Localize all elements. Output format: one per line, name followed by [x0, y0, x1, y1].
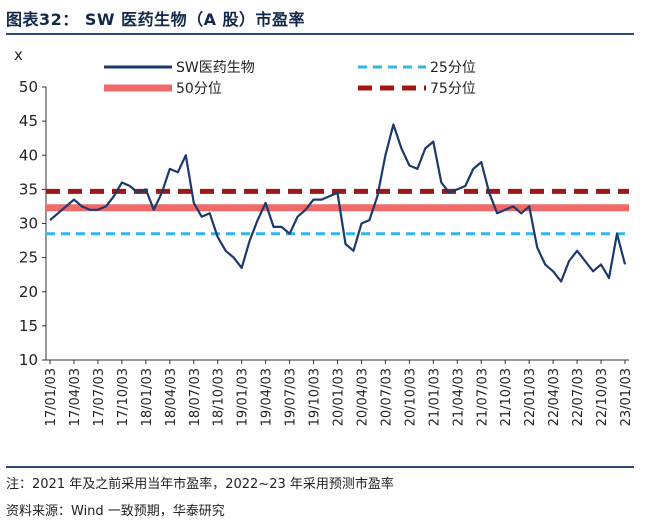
x-tick-label: 20/01/03: [332, 368, 347, 426]
x-axis: 17/01/03 17/04/03 17/07/03 17/10/03 18/01/03…: [44, 359, 634, 426]
figure-title: 图表32： SW 医药生物（A 股）市盈率: [6, 10, 306, 29]
sw-pharma-line: [49, 123, 627, 283]
x-tick-label: 17/07/03: [92, 368, 107, 426]
x-tick-label: 19/01/03: [236, 368, 251, 426]
x-tick-label: 19/04/03: [260, 368, 275, 426]
x-tick-label: 18/07/03: [188, 368, 203, 426]
top-rule: [6, 33, 634, 35]
y-axis: 10 15 20 25 30 35 40 45 50: [19, 78, 47, 369]
source-note: 资料来源：Wind 一致预期，华泰研究: [6, 504, 225, 519]
legend-sw-pharma-label: SW医药生物: [176, 60, 255, 76]
x-tick-label: 23/01/03: [619, 368, 634, 426]
x-tick-label: 17/10/03: [116, 368, 131, 426]
legend: SW医药生物 25分位 50分位 75分位: [104, 60, 476, 97]
y-tick-label: 40: [19, 146, 38, 164]
legend-p75-label: 75分位: [430, 81, 476, 97]
footnote: 注：2021 年及之前采用当年市盈率，2022~23 年采用预测市盈率: [6, 477, 394, 492]
x-tick-label: 18/10/03: [212, 368, 227, 426]
y-tick-label: 25: [19, 249, 38, 267]
bottom-rule: [6, 466, 634, 468]
x-tick-label: 17/04/03: [68, 368, 83, 426]
y-tick-label: 35: [19, 180, 38, 198]
x-tick-label: 20/04/03: [355, 368, 370, 426]
x-tick-label: 22/04/03: [547, 368, 562, 426]
x-tick-label: 18/01/03: [140, 368, 155, 426]
x-tick-label: 20/10/03: [403, 368, 418, 426]
y-tick-label: 10: [19, 351, 38, 369]
legend-p25-label: 25分位: [430, 60, 476, 76]
x-tick-label: 22/01/03: [523, 368, 538, 426]
x-tick-label: 20/07/03: [379, 368, 394, 426]
y-tick-label: 45: [19, 112, 38, 130]
x-tick-label: 21/07/03: [475, 368, 490, 426]
x-tick-label: 22/07/03: [571, 368, 586, 426]
x-tick-label: 18/04/03: [164, 368, 179, 426]
x-tick-label: 17/01/03: [44, 368, 59, 426]
x-tick-label: 19/10/03: [308, 368, 323, 426]
y-axis-label: x: [14, 46, 23, 64]
series-layer: [46, 123, 629, 283]
x-tick-label: 21/04/03: [451, 368, 466, 426]
y-tick-label: 20: [19, 283, 38, 301]
y-tick-label: 50: [19, 78, 38, 96]
x-tick-label: 21/01/03: [427, 368, 442, 426]
y-tick-label: 15: [19, 317, 38, 335]
x-tick-label: 22/10/03: [595, 368, 610, 426]
x-tick-label: 19/07/03: [284, 368, 299, 426]
y-tick-label: 30: [19, 215, 38, 233]
x-tick-label: 21/10/03: [499, 368, 514, 426]
legend-p50-label: 50分位: [176, 81, 222, 97]
